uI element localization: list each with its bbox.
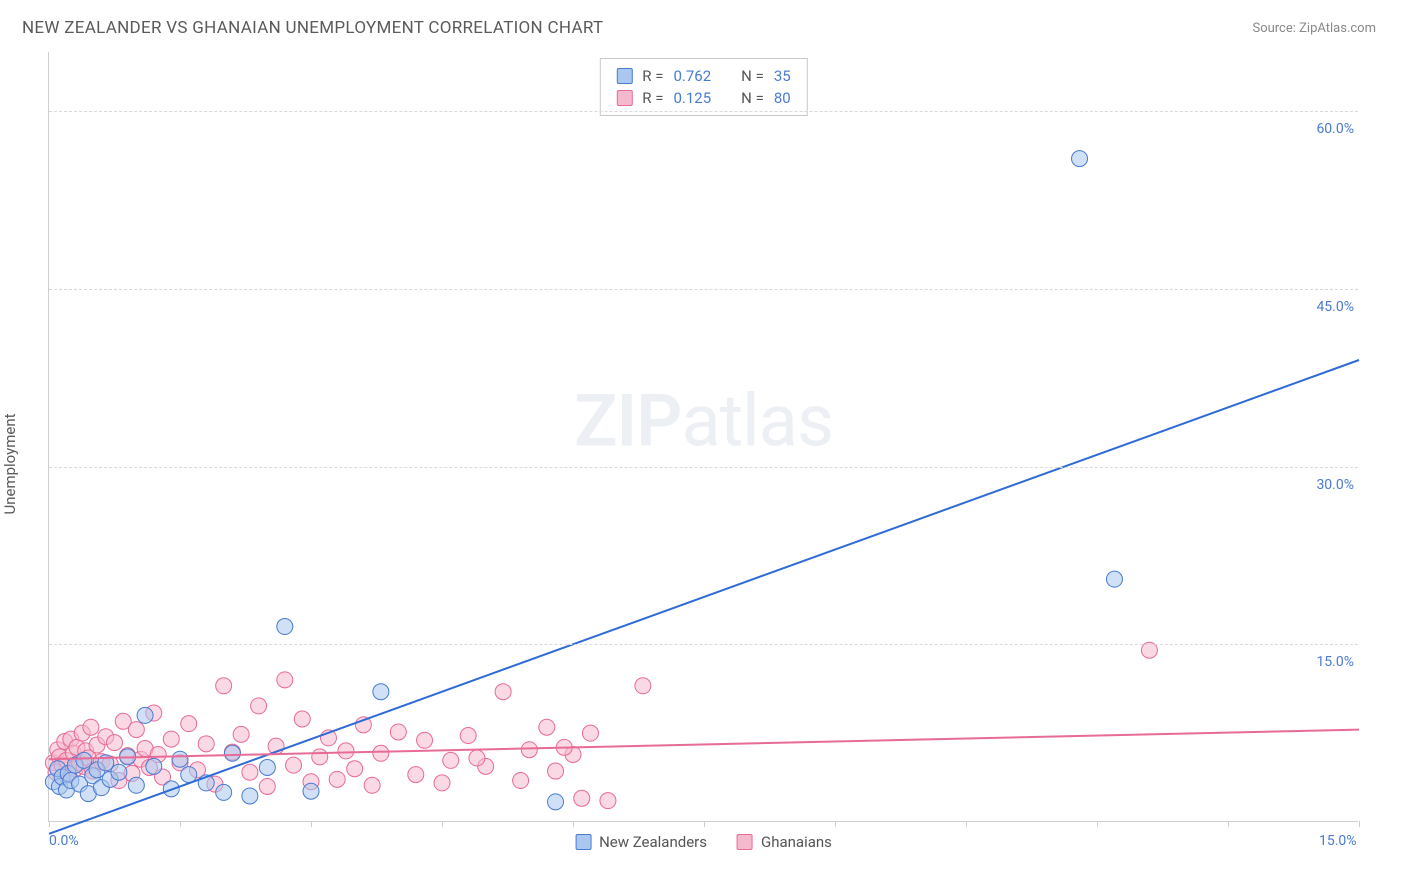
- data-point: [259, 778, 275, 794]
- data-point: [548, 794, 564, 810]
- y-tick-label: 30.0%: [1316, 477, 1360, 493]
- data-point: [277, 619, 293, 635]
- data-point: [582, 725, 598, 741]
- legend-label: Ghanaians: [761, 833, 832, 851]
- y-axis-title: Unemployment: [1, 413, 19, 514]
- r-value: 0.125: [673, 89, 711, 107]
- x-tick: [442, 821, 443, 827]
- r-label: R =: [642, 89, 663, 107]
- data-point: [1106, 571, 1122, 587]
- data-point: [469, 750, 485, 766]
- data-point: [137, 707, 153, 723]
- y-tick-label: 15.0%: [1316, 654, 1360, 670]
- source-attribution: Source: ZipAtlas.com: [1252, 21, 1376, 36]
- x-tick: [1097, 821, 1098, 827]
- legend-swatch: [616, 68, 632, 84]
- n-value: 80: [774, 89, 791, 107]
- data-point: [198, 736, 214, 752]
- data-point: [312, 749, 328, 765]
- data-point: [373, 745, 389, 761]
- data-point: [259, 760, 275, 776]
- data-point: [539, 719, 555, 735]
- x-tick: [1228, 821, 1229, 827]
- r-value: 0.762: [673, 67, 711, 85]
- data-point: [224, 745, 240, 761]
- x-tick-label: 0.0%: [49, 833, 79, 849]
- data-point: [294, 711, 310, 727]
- x-tick: [573, 821, 574, 827]
- legend-item: Ghanaians: [737, 833, 832, 851]
- data-point: [216, 784, 232, 800]
- x-tick: [180, 821, 181, 827]
- data-point: [513, 773, 529, 789]
- data-point: [163, 731, 179, 747]
- chart-container: Unemployment ZIPatlas R =0.762N =35R =0.…: [0, 44, 1406, 884]
- scatter-svg: [49, 52, 1358, 821]
- trend-line: [49, 360, 1359, 834]
- chart-title: NEW ZEALANDER VS GHANAIAN UNEMPLOYMENT C…: [22, 18, 603, 38]
- data-point: [181, 716, 197, 732]
- data-point: [107, 735, 123, 751]
- data-point: [574, 790, 590, 806]
- y-tick-label: 60.0%: [1316, 121, 1360, 137]
- x-tick-label: 15.0%: [1319, 833, 1357, 849]
- y-tick-label: 45.0%: [1316, 299, 1360, 315]
- data-point: [373, 684, 389, 700]
- n-label: N =: [741, 67, 764, 85]
- data-point: [408, 767, 424, 783]
- x-tick: [704, 821, 705, 827]
- x-tick: [49, 821, 50, 827]
- x-tick: [835, 821, 836, 827]
- data-point: [277, 672, 293, 688]
- data-point: [417, 732, 433, 748]
- data-point: [303, 783, 319, 799]
- data-point: [172, 751, 188, 767]
- legend-swatch: [737, 834, 753, 850]
- data-point: [128, 722, 144, 738]
- data-point: [233, 726, 249, 742]
- data-point: [548, 763, 564, 779]
- data-point: [329, 771, 345, 787]
- data-point: [635, 678, 651, 694]
- data-point: [434, 775, 450, 791]
- data-point: [364, 777, 380, 793]
- legend-swatch: [575, 834, 591, 850]
- data-point: [460, 728, 476, 744]
- data-point: [495, 684, 511, 700]
- data-point: [146, 758, 162, 774]
- correlation-row: R = 0.762 N = 35: [616, 65, 790, 87]
- data-point: [286, 757, 302, 773]
- n-label: N =: [741, 89, 764, 107]
- data-point: [216, 678, 232, 694]
- data-point: [600, 793, 616, 809]
- data-point: [251, 698, 267, 714]
- gridline: [49, 289, 1358, 290]
- gridline: [49, 467, 1358, 468]
- data-point: [83, 719, 99, 735]
- data-point: [242, 788, 258, 804]
- data-point: [347, 761, 363, 777]
- correlation-row: R = 0.125 N = 80: [616, 87, 790, 109]
- data-point: [1072, 151, 1088, 167]
- x-tick: [311, 821, 312, 827]
- data-point: [443, 752, 459, 768]
- data-point: [338, 743, 354, 759]
- data-point: [111, 764, 127, 780]
- legend-swatch: [616, 90, 632, 106]
- x-tick: [966, 821, 967, 827]
- data-point: [390, 724, 406, 740]
- series-legend: New Zealanders Ghanaians: [575, 833, 832, 851]
- gridline: [49, 644, 1358, 645]
- legend-item: New Zealanders: [575, 833, 707, 851]
- data-point: [521, 742, 537, 758]
- r-label: R =: [642, 67, 663, 85]
- x-tick: [1359, 821, 1360, 827]
- data-point: [128, 777, 144, 793]
- data-point: [242, 764, 258, 780]
- legend-label: New Zealanders: [599, 833, 707, 851]
- correlation-legend: R = 0.762 N = 35 R = 0.125 N = 80: [599, 58, 807, 116]
- n-value: 35: [774, 67, 791, 85]
- plot-area: ZIPatlas R =0.762N =35R =0.125N =80 New …: [48, 52, 1358, 822]
- gridline: [49, 111, 1358, 112]
